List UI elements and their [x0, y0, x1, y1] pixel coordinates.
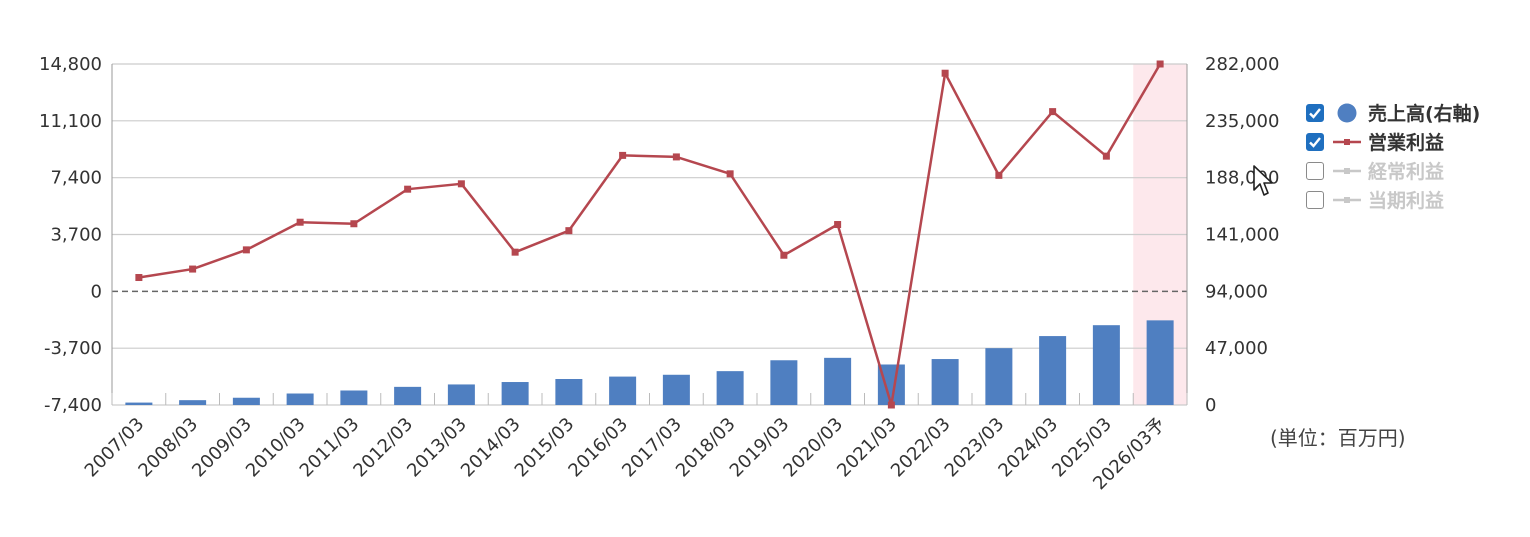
- line-marker: [1102, 152, 1110, 160]
- legend-label-operating-profit: 営業利益: [1368, 132, 1445, 154]
- bar: [1146, 320, 1174, 405]
- line-marker: [457, 180, 465, 188]
- line-marker-icon: [1332, 190, 1362, 210]
- left-tick-label: -3,700: [44, 338, 102, 359]
- right-tick-label: 94,000: [1205, 281, 1268, 302]
- bar: [232, 397, 260, 405]
- line-marker: [350, 220, 358, 228]
- left-tick-label: 0: [91, 281, 102, 302]
- left-tick-label: 7,400: [50, 168, 102, 189]
- right-tick-label: 47,000: [1205, 338, 1268, 359]
- legend-item-sales[interactable]: 売上高(右軸): [1306, 98, 1480, 127]
- line-marker: [726, 170, 734, 178]
- bar: [1092, 325, 1120, 405]
- line-marker: [941, 69, 949, 77]
- bar: [609, 376, 637, 405]
- line-marker: [511, 248, 519, 256]
- bar: [1039, 336, 1067, 405]
- legend-label-net-profit: 当期利益: [1368, 190, 1445, 212]
- line-marker: [995, 171, 1003, 179]
- line-marker: [780, 251, 788, 259]
- operating-profit-line: [138, 63, 1162, 407]
- unit-label: (単位：百万円): [1270, 426, 1406, 450]
- legend-label-ordinary-profit: 経常利益: [1368, 161, 1445, 183]
- line-marker: [296, 218, 304, 226]
- bar: [340, 390, 368, 405]
- legend-item-net-profit[interactable]: 当期利益: [1306, 185, 1480, 214]
- checkbox-net-profit[interactable]: [1306, 190, 1324, 209]
- line-marker: [189, 265, 197, 273]
- mouse-pointer-icon: [1252, 164, 1274, 202]
- left-tick-label: 11,100: [39, 111, 102, 132]
- bar: [179, 400, 207, 405]
- bar: [394, 386, 422, 405]
- checkbox-ordinary-profit[interactable]: [1306, 161, 1324, 180]
- line-marker-icon: [1332, 161, 1362, 181]
- line-marker: [834, 221, 842, 229]
- bar: [931, 359, 959, 405]
- legend-item-operating-profit[interactable]: 営業利益: [1306, 127, 1480, 156]
- bar: [447, 384, 475, 405]
- line-marker: [1049, 108, 1057, 116]
- right-tick-label: 282,000: [1205, 54, 1279, 75]
- bar: [555, 379, 583, 405]
- bar: [770, 360, 798, 405]
- legend-label-sales: 売上高(右軸): [1368, 103, 1481, 125]
- bar: [662, 374, 690, 405]
- left-tick-label: -7,400: [44, 395, 102, 416]
- legend-item-ordinary-profit[interactable]: 経常利益: [1306, 156, 1480, 185]
- line-marker: [1156, 60, 1164, 68]
- checkbox-operating-profit[interactable]: [1306, 132, 1324, 151]
- line-marker: [887, 401, 895, 409]
- line-marker: [672, 153, 680, 161]
- left-tick-label: 3,700: [50, 225, 102, 246]
- left-tick-label: 14,800: [39, 54, 102, 75]
- checkbox-sales[interactable]: [1306, 103, 1324, 122]
- line-marker: [565, 227, 573, 235]
- right-tick-label: 0: [1205, 395, 1216, 416]
- bar: [824, 357, 852, 405]
- bar: [286, 393, 314, 405]
- legend: 売上高(右軸) 営業利益 経常利益 当期利益: [1306, 98, 1480, 214]
- bar: [985, 348, 1013, 405]
- circle-icon: [1332, 103, 1362, 123]
- line-marker: [619, 151, 627, 159]
- line-marker: [242, 246, 250, 254]
- line-marker: [404, 185, 412, 193]
- right-tick-label: 235,000: [1205, 111, 1279, 132]
- right-tick-label: 141,000: [1205, 225, 1279, 246]
- bar: [125, 402, 153, 405]
- line-marker-icon: [1332, 132, 1362, 152]
- bar: [501, 382, 529, 405]
- bar: [716, 371, 744, 405]
- line-marker: [135, 274, 143, 282]
